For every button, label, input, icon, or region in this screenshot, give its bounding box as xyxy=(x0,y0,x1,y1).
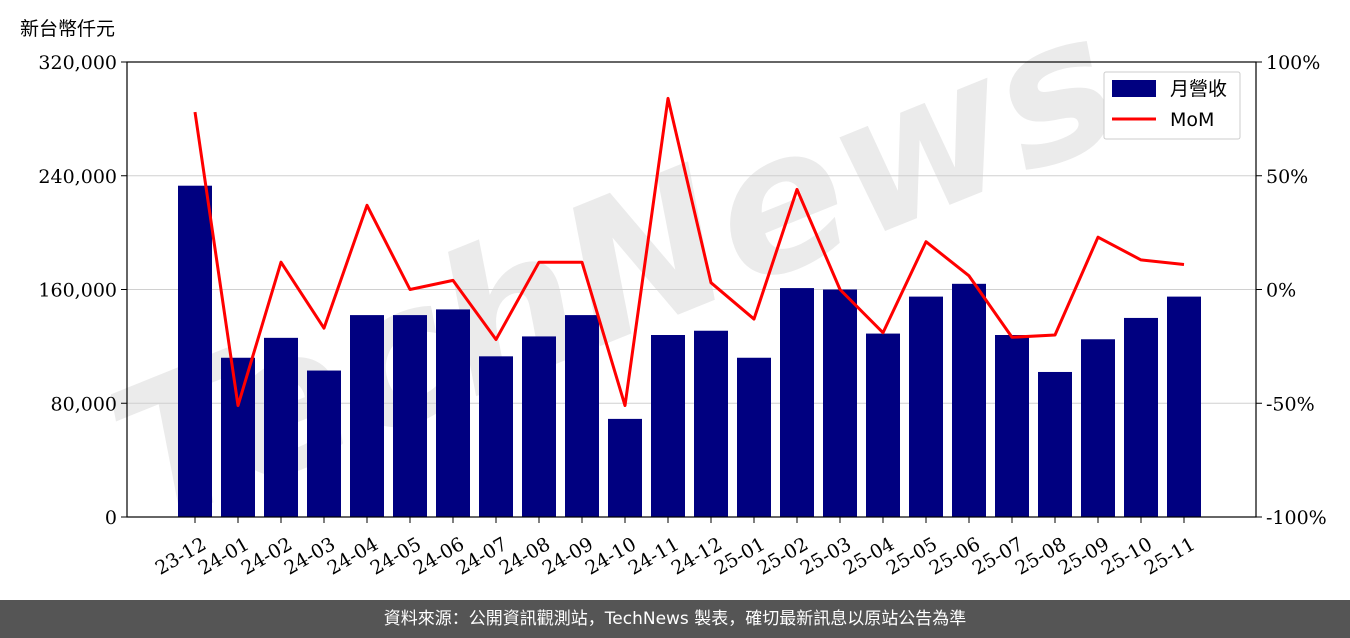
bar-24-02 xyxy=(264,337,298,517)
bar-25-05 xyxy=(909,296,943,517)
y-axis-unit-label: 新台幣仟元 xyxy=(20,18,116,40)
x-tick-label-25-11: 25-11 xyxy=(1141,533,1199,579)
bar-25-09 xyxy=(1081,339,1115,517)
y-left-tick-label: 0 xyxy=(105,507,117,529)
legend-bar-swatch xyxy=(1112,80,1156,97)
bar-25-01 xyxy=(737,357,771,517)
y-right-tick-label: 0% xyxy=(1266,280,1296,302)
legend-label-mom: MoM xyxy=(1170,109,1214,131)
bar-24-05 xyxy=(393,315,427,517)
bar-23-12 xyxy=(178,185,212,517)
bar-25-06 xyxy=(952,283,986,517)
legend: 月營收 MoM xyxy=(1103,71,1241,140)
revenue-chart: TechNews 080,000160,000240,000320,000-10… xyxy=(38,0,1327,580)
bar-25-07 xyxy=(995,335,1029,517)
y-right-tick-label: -50% xyxy=(1266,393,1315,415)
bar-24-06 xyxy=(436,309,470,517)
bar-24-03 xyxy=(307,370,341,517)
bar-25-10 xyxy=(1124,317,1158,517)
legend-label-revenue: 月營收 xyxy=(1170,78,1227,100)
bar-24-04 xyxy=(350,315,384,517)
bar-24-08 xyxy=(522,336,556,517)
y-left-tick-label: 160,000 xyxy=(38,280,117,302)
bar-25-11 xyxy=(1167,296,1201,517)
source-footer: 資料來源：公開資訊觀測站，TechNews 製表，確切最新訊息以原站公告為準 xyxy=(0,600,1350,638)
mom-line xyxy=(193,96,1185,408)
bar-24-01 xyxy=(221,357,255,517)
y-right-tick-label: 50% xyxy=(1266,166,1308,188)
y-left-tick-label: 80,000 xyxy=(51,393,117,415)
y-right-tick-label: 100% xyxy=(1266,52,1320,74)
bar-24-09 xyxy=(565,315,599,517)
bar-25-02 xyxy=(780,288,814,517)
bar-24-12 xyxy=(694,330,728,517)
bar-24-11 xyxy=(651,335,685,517)
y-right-tick-label: -100% xyxy=(1266,507,1327,529)
bar-25-03 xyxy=(823,289,857,517)
y-left-tick-label: 240,000 xyxy=(38,166,117,188)
bar-24-07 xyxy=(479,356,513,517)
bar-24-10 xyxy=(608,418,642,517)
bar-series xyxy=(178,185,1201,517)
mom-line-series xyxy=(193,96,1185,408)
bar-25-04 xyxy=(866,333,900,517)
bar-25-08 xyxy=(1038,371,1072,517)
y-left-tick-label: 320,000 xyxy=(38,52,117,74)
